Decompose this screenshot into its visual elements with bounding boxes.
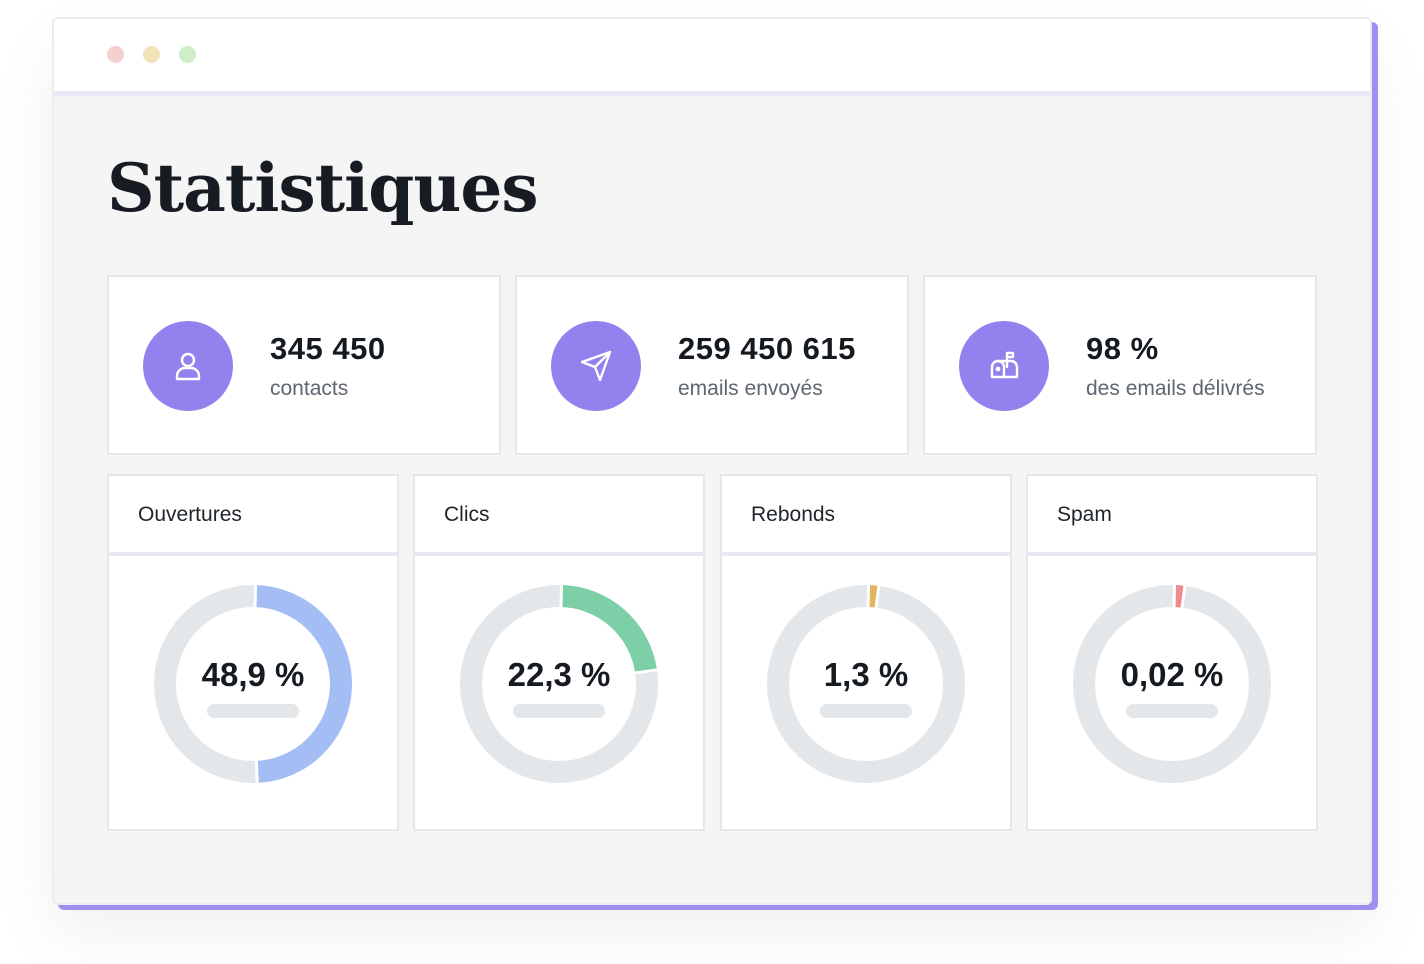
donut-separator	[866, 584, 871, 609]
donut-separator	[254, 759, 259, 784]
bounces-donut-chart	[767, 584, 965, 783]
placeholder-bar	[513, 704, 605, 718]
donut-value-arc	[560, 585, 657, 674]
donut-separator	[1172, 584, 1177, 609]
maximize-window-button[interactable]	[179, 46, 196, 63]
spam-rate: 0,02 %	[1120, 656, 1224, 693]
metric-card-header: Rebonds	[722, 476, 1010, 556]
metric-card-opens: Ouvertures 48,9 %	[107, 474, 399, 831]
metric-label: Spam	[1057, 503, 1112, 526]
bounces-rate: 1,3 %	[823, 656, 909, 693]
emails-sent-count: 259 450 615	[678, 331, 856, 366]
donut-track	[460, 585, 658, 783]
clicks-rate: 22,3 %	[507, 656, 611, 693]
metric-label: Rebonds	[751, 503, 836, 526]
donut-track	[767, 585, 965, 783]
opens-rate: 48,9 %	[201, 656, 305, 693]
page-title: Statistiques	[107, 149, 538, 227]
window-titlebar	[54, 19, 1370, 96]
send-icon	[551, 321, 641, 411]
user-icon	[143, 321, 233, 411]
delivered-label: des emails délivrés	[1086, 377, 1265, 400]
metric-label: Clics	[444, 503, 490, 526]
clicks-donut-chart	[460, 584, 659, 783]
mailbox-icon	[959, 321, 1049, 411]
placeholder-bar	[207, 704, 299, 718]
donut-separator	[559, 584, 564, 609]
placeholder-bar	[820, 704, 912, 718]
donut-separator	[634, 668, 659, 675]
contacts-count: 345 450	[270, 331, 386, 366]
donut-separator	[874, 584, 881, 609]
donut-separator	[253, 584, 258, 609]
minimize-window-button[interactable]	[143, 46, 160, 63]
placeholder-bar	[1126, 704, 1218, 718]
emails-sent-label: emails envoyés	[678, 377, 823, 400]
donut-separator	[1180, 584, 1187, 609]
contacts-label: contacts	[270, 377, 349, 400]
metric-card-header: Clics	[415, 476, 703, 556]
donut-track	[1073, 585, 1271, 783]
stat-card-emails-sent: 259 450 615 emails envoyés	[515, 275, 909, 455]
browser-window: Statistiques 345 450 contacts 259 450 61…	[52, 17, 1372, 905]
metric-card-header: Spam	[1028, 476, 1316, 556]
spam-donut-chart	[1073, 584, 1271, 783]
donut-value-arc	[254, 585, 352, 783]
metric-card-spam: Spam 0,02 %	[1026, 474, 1318, 831]
close-window-button[interactable]	[107, 46, 124, 63]
metric-label: Ouvertures	[138, 503, 242, 526]
opens-donut-chart	[154, 584, 352, 784]
metric-card-bounces: Rebonds 1,3 %	[720, 474, 1012, 831]
stat-card-contacts: 345 450 contacts	[107, 275, 501, 455]
metric-card-header: Ouvertures	[109, 476, 397, 556]
stat-card-delivered: 98 % des emails délivrés	[923, 275, 1317, 455]
metric-card-clicks: Clics 22,3 %	[413, 474, 705, 831]
delivered-rate: 98 %	[1086, 331, 1159, 366]
